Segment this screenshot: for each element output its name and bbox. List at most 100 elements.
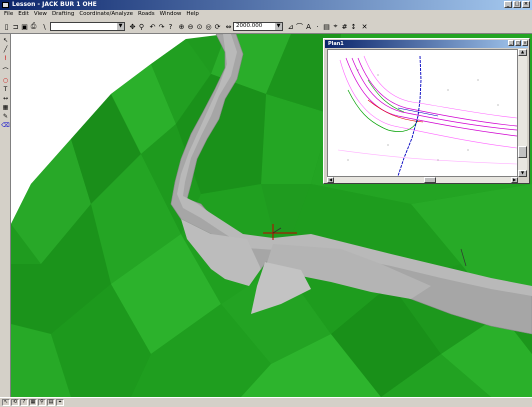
menu-coordinate[interactable]: Coordinate/Analyze [79,11,133,17]
terrain-facet [176,74,266,194]
terrain-facet [11,204,111,334]
zoom-in-icon[interactable]: ⊕ [178,22,185,31]
terrain-facet [441,314,532,397]
terrain-facet [91,154,181,284]
terrain-facet [266,34,341,114]
new-icon[interactable]: ▯ [4,22,9,31]
layer-icon[interactable]: ▤ [47,399,55,406]
erase-icon[interactable]: ⌫ [1,122,10,129]
text-icon[interactable]: A [306,22,311,31]
terrain-facet [151,39,211,124]
measure-icon[interactable]: ↕ [350,22,357,31]
grid-icon[interactable]: ▦ [29,399,37,406]
menu-window[interactable]: Window [159,11,182,17]
zoom-extents-icon[interactable]: ⊙ [196,22,203,31]
plan-drawing [337,55,517,176]
pointer-icon[interactable]: ↖ [2,399,10,406]
help-icon[interactable]: ? [168,22,173,31]
pan-icon[interactable]: ✥ [129,22,136,31]
terrain-facet [71,94,141,204]
select-icon[interactable]: \ [43,22,46,31]
terrain-facet [221,264,331,364]
cut-slope [181,219,261,286]
query-icon[interactable]: ? [20,399,28,406]
snap-icon[interactable]: ⌖ [333,22,338,30]
menu-bar: File Edit View Drafting Coordinate/Analy… [0,10,532,19]
menu-roads[interactable]: Roads [138,11,155,17]
line-icon[interactable]: ╱ [3,46,8,53]
zoom-icon[interactable]: ⚲ [138,22,145,31]
station-mark [460,248,467,267]
road-corridor [170,34,532,335]
scale-combo[interactable]: 2000.000 ▼ [233,22,283,31]
window-title: Lesson - JACK BUR 1 OHE [12,1,97,8]
terrain-facet [241,334,381,397]
redo-icon[interactable]: ↷ [158,22,165,31]
undo-icon[interactable]: ↶ [149,22,156,31]
dimension-icon[interactable]: ↔ [2,95,9,102]
polyline-icon[interactable]: ⌇ [4,55,7,62]
layer-icon[interactable]: ▤ [323,22,330,31]
zoom-window-icon[interactable]: ◎ [205,22,212,31]
snap-icon[interactable]: ⌖ [56,399,64,406]
plan-window-title: Plan1 [325,40,528,48]
terrain-facet [261,94,331,184]
zoom-out-icon[interactable]: ⊖ [187,22,194,31]
scroll-down-button[interactable]: ▼ [518,170,527,177]
terrain-facet [11,324,71,397]
maximize-button[interactable]: □ [513,1,521,8]
plan-window[interactable]: Plan1 _ □ × [323,38,530,184]
menu-file[interactable]: File [4,11,14,17]
fill-slope [265,244,431,299]
arc-icon[interactable]: ⌒ [296,22,303,31]
terrain-facet [111,64,176,154]
pointer-icon[interactable]: ↖ [2,37,9,44]
delete-icon[interactable]: ✕ [361,22,368,31]
text-icon[interactable]: T [3,86,8,93]
plan-close-button[interactable]: × [522,40,528,46]
scroll-right-button[interactable]: ▶ [511,177,518,183]
hatch-icon[interactable]: ▦ [2,104,9,111]
scroll-thumb[interactable] [424,177,436,183]
menu-view[interactable]: View [33,11,47,17]
terrain-facet [111,234,221,354]
title-bar: Lesson - JACK BUR 1 OHE _ □ × [0,0,532,10]
layer-combo[interactable]: ▼ [50,22,125,31]
menu-drafting[interactable]: Drafting [51,11,75,17]
save-icon[interactable]: ▣ [21,22,28,31]
arc-icon[interactable]: ⌒ [2,68,9,75]
print-icon[interactable]: ⎙ [30,22,37,30]
left-toolbar: ↖ ╱ ⌇ ⌒ ○ T ↔ ▦ ✎ ⌫ [0,34,11,397]
grid-icon[interactable]: # [341,22,348,31]
scroll-left-button[interactable]: ◀ [327,177,334,183]
menu-edit[interactable]: Edit [18,11,29,17]
scale-value: 2000.000 [236,23,263,29]
minimize-button[interactable]: _ [504,1,512,8]
rotate-icon[interactable]: ⟲ [11,399,19,406]
zoom-icon[interactable]: ⚲ [38,399,46,406]
close-button[interactable]: × [522,1,530,8]
status-bar: ↖ ⟲ ? ▦ ⚲ ▤ ⌖ [0,397,532,407]
plan-maximize-button[interactable]: □ [515,40,521,46]
point-icon[interactable]: · [316,22,319,31]
line-icon[interactable]: ⊿ [287,22,294,31]
pencil-icon[interactable]: ✎ [2,113,9,120]
scale-icon[interactable]: ⇔ [225,22,232,31]
terrain-facet [11,139,91,264]
plan-vertical-scrollbar[interactable]: ▲ ▼ [518,49,527,177]
toolbar: ▯ ⊐ ▣ ⎙ \ ▼ ✥ ⚲ ↶ ↷ ? ⊕ ⊖ ⊙ ◎ ⟳ ⇔ 2000.0… [0,19,532,34]
plan-horizontal-scrollbar[interactable]: ◀ ▶ [327,177,518,183]
chevron-down-icon[interactable]: ▼ [117,23,124,30]
cursor-crosshair [263,224,297,240]
fill-slope [251,262,311,314]
plan-minimize-button[interactable]: _ [508,40,514,46]
circle-icon[interactable]: ○ [2,77,9,84]
open-icon[interactable]: ⊐ [12,22,19,31]
chevron-down-icon[interactable]: ▼ [275,23,282,30]
menu-help[interactable]: Help [186,11,199,17]
redraw-icon[interactable]: ⟳ [214,22,221,31]
scroll-up-button[interactable]: ▲ [518,49,527,56]
scroll-thumb[interactable] [518,146,527,158]
terrain-facet [131,304,271,397]
plan-canvas[interactable] [327,49,518,177]
